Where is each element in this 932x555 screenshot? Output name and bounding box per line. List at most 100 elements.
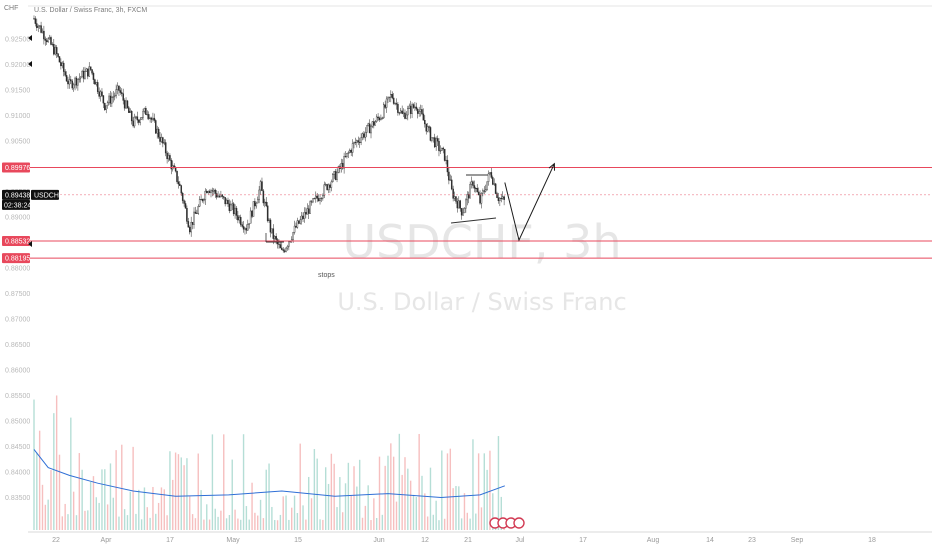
x-tick-label: Apr bbox=[101, 537, 113, 544]
candle-body bbox=[455, 196, 457, 202]
volume-bar bbox=[268, 463, 270, 530]
candle-body bbox=[142, 111, 144, 118]
volume-bar bbox=[118, 516, 120, 530]
volume-bar bbox=[129, 491, 131, 530]
candle-body bbox=[190, 221, 192, 233]
candle-body bbox=[112, 96, 115, 98]
candle-body bbox=[435, 138, 437, 148]
candle-body bbox=[68, 79, 71, 85]
volume-bar bbox=[126, 515, 129, 530]
candle-body bbox=[490, 172, 493, 178]
economic-events-icons[interactable] bbox=[489, 517, 525, 529]
candle-body bbox=[266, 205, 269, 222]
candle-body bbox=[368, 123, 371, 134]
candle-body bbox=[55, 47, 58, 55]
volume-bar bbox=[155, 513, 157, 530]
volume-bar bbox=[305, 519, 307, 530]
candle-body bbox=[196, 212, 198, 214]
volume-bar bbox=[208, 519, 211, 530]
volume-bar bbox=[327, 483, 330, 530]
volume-pane bbox=[33, 395, 505, 530]
candle-body bbox=[194, 211, 197, 214]
candle-body bbox=[281, 247, 283, 250]
candle-body bbox=[60, 61, 62, 67]
candle-body bbox=[500, 197, 503, 199]
volume-bar bbox=[293, 495, 296, 530]
candle-body bbox=[449, 179, 452, 181]
candle-body bbox=[426, 126, 429, 132]
candle-body bbox=[448, 171, 450, 181]
candle-body bbox=[322, 194, 324, 199]
candle-body bbox=[44, 38, 47, 41]
volume-bar bbox=[58, 454, 61, 530]
volume-bar bbox=[72, 491, 75, 530]
candle-body bbox=[486, 181, 488, 190]
volume-bar bbox=[109, 463, 112, 530]
candle-body bbox=[493, 183, 495, 185]
candle-body bbox=[408, 105, 410, 109]
candle-body bbox=[282, 249, 284, 251]
candle-body bbox=[336, 172, 338, 180]
candle-body bbox=[193, 211, 195, 225]
current-price-tag: 0.89438 USDCHF 02:38:24 bbox=[2, 189, 63, 210]
x-tick-label: 21 bbox=[464, 537, 472, 544]
candle-body bbox=[358, 141, 361, 143]
candle-body bbox=[370, 126, 372, 134]
candle-body bbox=[346, 152, 348, 157]
volume-bar bbox=[92, 476, 95, 530]
candle-body bbox=[50, 37, 52, 45]
current-symbol-tag-text: USDCHF bbox=[34, 192, 63, 199]
volume-bar bbox=[302, 505, 304, 530]
candle-body bbox=[244, 228, 246, 230]
candle-body bbox=[105, 105, 107, 110]
volume-bar bbox=[112, 497, 114, 530]
candle-body bbox=[198, 199, 201, 207]
volume-bar bbox=[251, 482, 253, 530]
candle-body bbox=[147, 114, 150, 119]
candle-body bbox=[458, 200, 460, 209]
candle-body bbox=[183, 200, 185, 204]
candle-body bbox=[395, 103, 398, 105]
candle-body bbox=[122, 93, 124, 101]
candle-body bbox=[254, 201, 256, 207]
volume-bar bbox=[101, 469, 103, 530]
candle-body bbox=[99, 91, 102, 97]
candle-body bbox=[47, 38, 49, 43]
volume-bar bbox=[189, 496, 191, 530]
candle-body bbox=[33, 18, 35, 20]
candle-body bbox=[208, 190, 211, 193]
y-tick-label: 0.92000 bbox=[5, 62, 30, 69]
candle-body bbox=[224, 197, 226, 205]
candle-body bbox=[377, 116, 379, 119]
candle-body bbox=[473, 185, 476, 189]
candle-body bbox=[344, 156, 347, 158]
volume-bar bbox=[160, 487, 163, 530]
candle-body bbox=[166, 152, 168, 160]
candle-body bbox=[450, 179, 453, 190]
level-high-tag: 0.89976 bbox=[2, 162, 30, 173]
candle-body bbox=[150, 117, 153, 120]
candle-body bbox=[169, 155, 171, 161]
candle-body bbox=[128, 107, 130, 113]
candle-body bbox=[466, 194, 469, 201]
candle-body bbox=[174, 167, 177, 172]
us-flag-event-icon[interactable] bbox=[513, 517, 525, 529]
candle-body bbox=[324, 184, 327, 186]
currency-label: CHF bbox=[4, 5, 18, 12]
candle-body bbox=[111, 97, 113, 104]
candle-body bbox=[421, 109, 423, 115]
x-tick-label: 23 bbox=[748, 537, 756, 544]
volume-bar bbox=[412, 494, 415, 530]
volume-bar bbox=[375, 518, 378, 530]
volume-bar bbox=[477, 453, 480, 530]
candle-body bbox=[146, 114, 149, 116]
candle-body bbox=[492, 177, 494, 185]
candle-body bbox=[323, 184, 326, 196]
volume-bar bbox=[336, 507, 338, 530]
volume-bar bbox=[61, 516, 64, 530]
volume-bar bbox=[426, 516, 429, 530]
volume-bar bbox=[313, 449, 316, 530]
volume-bar bbox=[409, 480, 412, 530]
